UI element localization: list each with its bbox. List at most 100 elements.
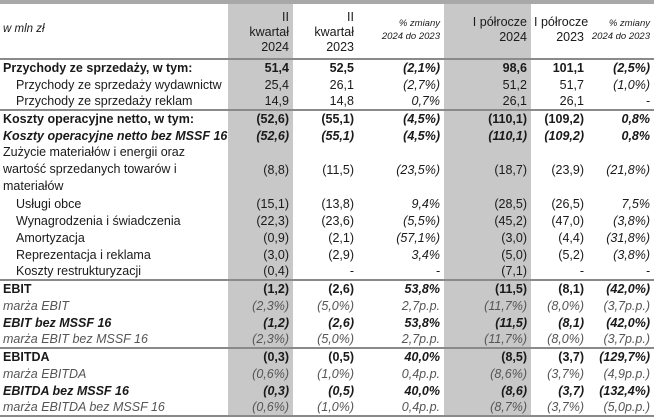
table-row: Usługi obce (15,1) (13,8) 9,4% (28,5) (26,5) 7… xyxy=(0,195,654,212)
cell-value: (23,5%) xyxy=(396,162,440,177)
cell-value: (3,0) xyxy=(228,246,293,263)
cell-value: (129,7%) xyxy=(588,347,654,365)
cell-value: (52,6) xyxy=(228,109,293,127)
cell-value: - xyxy=(579,264,584,278)
cell-value: (42,0%) xyxy=(588,279,654,297)
row-label: EBIT xyxy=(0,279,228,297)
cell-value: (0,5) xyxy=(328,383,354,398)
row-label: Usługi obce xyxy=(16,196,82,211)
row-label: Koszty operacyjne netto, w tym: xyxy=(0,109,228,127)
cell-value: (8,5) xyxy=(444,347,531,365)
cell-value: 0,7% xyxy=(411,94,441,108)
cell-value: (11,7%) xyxy=(444,331,531,348)
row-label: EBITDA xyxy=(0,347,228,365)
cell-value: (15,1) xyxy=(228,195,293,212)
cell-value: (1,0%) xyxy=(317,366,354,381)
cell-value: 26,1 xyxy=(444,93,531,110)
table-body: Przychody ze sprzedaży, w tym: 51,4 52,5 (2… xyxy=(0,59,654,417)
cell-value: (26,5) xyxy=(551,196,584,211)
cell-value: 7,5% xyxy=(621,196,651,211)
cell-value: (4,5%) xyxy=(358,109,444,127)
cell-value: (4,5%) xyxy=(403,128,440,143)
header-row: w mln zł II kwartał 2024 II kwartał 2023 % z… xyxy=(0,0,654,60)
cell-value: 14,8 xyxy=(329,94,354,108)
cell-value: (5,2) xyxy=(558,247,584,262)
table-row: EBITDA (0,3) (0,5) 40,0% (8,5) (3,7) (129,7%) xyxy=(0,347,654,365)
cell-value: 26,1 xyxy=(329,77,354,92)
table-row: Koszty restrukturyzacji (0,4) - - (7,1) - - xyxy=(0,263,654,280)
row-label: marża EBITDA xyxy=(3,366,87,381)
table-row: Przychody ze sprzedaży wydawnictw 25,4 26,… xyxy=(0,76,654,93)
col-header-q2-2023: II kwartał 2023 xyxy=(293,0,358,60)
cell-value: (52,6) xyxy=(228,127,293,144)
cell-value: 51,7 xyxy=(559,77,584,92)
cell-value: (55,1) xyxy=(321,128,354,143)
table-row: EBIT (1,2) (2,6) 53,8% (11,5) (8,1) (42,0%) xyxy=(0,279,654,297)
cell-value: 51,4 xyxy=(228,59,293,76)
cell-value: 0,4p.p. xyxy=(358,399,444,417)
row-label: Koszty restrukturyzacji xyxy=(16,264,142,278)
col-header-h1-2023: I półrocze 2023 xyxy=(531,0,588,60)
row-label: Amortyzacja xyxy=(16,230,85,245)
cell-value: (5,0p.p.) xyxy=(588,399,654,417)
cell-value: (42,0%) xyxy=(606,315,650,330)
cell-value: (0,9) xyxy=(228,229,293,246)
table-row: Koszty operacyjne netto, w tym: (52,6) (55… xyxy=(0,109,654,127)
cell-value: (21,8%) xyxy=(606,162,650,177)
cell-value: 0,8% xyxy=(588,109,654,127)
cell-value: (110,1) xyxy=(444,127,531,144)
cell-value: (2,6) xyxy=(328,315,354,330)
cell-value: (55,1) xyxy=(293,109,358,127)
cell-value: 26,1 xyxy=(559,94,584,108)
cell-value: 2,7p.p. xyxy=(401,332,440,346)
cell-value: (11,5) xyxy=(322,162,354,177)
cell-value: (109,2) xyxy=(544,128,584,143)
cell-value: (3,0) xyxy=(444,229,531,246)
cell-value: (2,3%) xyxy=(228,297,293,314)
row-label: marża EBITDA bez MSSF 16 xyxy=(0,399,228,417)
cell-value: - xyxy=(645,264,650,278)
row-label: Przychody ze sprzedaży reklam xyxy=(16,94,193,108)
cell-value: 0,8% xyxy=(621,128,651,143)
cell-value: (3,7%) xyxy=(531,399,588,417)
cell-value: (2,5%) xyxy=(613,61,650,75)
cell-value: (11,5) xyxy=(444,314,531,331)
cell-value: (3,7p.p.) xyxy=(603,332,650,346)
row-label: Wynagrodzenia i świadczenia xyxy=(16,213,181,228)
row-label: Koszty operacyjne netto bez MSSF 16 xyxy=(3,128,228,143)
table-row: Amortyzacja (0,9) (2,1) (57,1%) (3,0) (4,4) (3… xyxy=(0,229,654,246)
cell-value: 101,1 xyxy=(552,61,584,75)
cell-value: (11,7%) xyxy=(444,297,531,314)
cell-value: (1,2) xyxy=(228,279,293,297)
cell-value: (0,6%) xyxy=(228,365,293,382)
cell-value: 51,2 xyxy=(444,76,531,93)
table-row: Przychody ze sprzedaży, w tym: 51,4 52,5 (2… xyxy=(0,59,654,76)
table-row: Wynagrodzenia i świadczenia (22,3) (23,6) (… xyxy=(0,212,654,229)
cell-value: (5,0) xyxy=(444,246,531,263)
row-label: Przychody ze sprzedaży, w tym: xyxy=(3,61,193,75)
cell-value: (57,1%) xyxy=(396,230,440,245)
cell-value: (8,6) xyxy=(444,382,531,399)
cell-value: (8,0%) xyxy=(547,298,584,313)
cell-value: (2,6) xyxy=(293,279,358,297)
cell-value: - xyxy=(435,264,440,278)
cell-value: (4,4) xyxy=(558,230,584,245)
cell-value: (11,5) xyxy=(444,279,531,297)
cell-value: - xyxy=(349,264,354,278)
table-row: Przychody ze sprzedaży reklam 14,9 14,8 0,7… xyxy=(0,93,654,110)
cell-value: (3,7) xyxy=(558,383,584,398)
cell-value: (1,0%) xyxy=(613,77,650,92)
row-label: EBITDA bez MSSF 16 xyxy=(3,383,129,398)
unit-label: w mln zł xyxy=(0,0,228,60)
cell-value: 3,4% xyxy=(411,247,441,262)
cell-value: (8,8) xyxy=(228,144,293,195)
cell-value: (3,7) xyxy=(531,347,588,365)
cell-value: 52,5 xyxy=(329,61,354,75)
cell-value: (4,9p.p.) xyxy=(603,366,650,381)
row-label: Przychody ze sprzedaży wydawnictw xyxy=(16,77,222,92)
row-label: marża EBIT xyxy=(3,298,69,313)
cell-value: (1,2) xyxy=(228,314,293,331)
table-row: marża EBIT bez MSSF 16 (2,3%) (5,0%) 2,7p.p… xyxy=(0,331,654,348)
